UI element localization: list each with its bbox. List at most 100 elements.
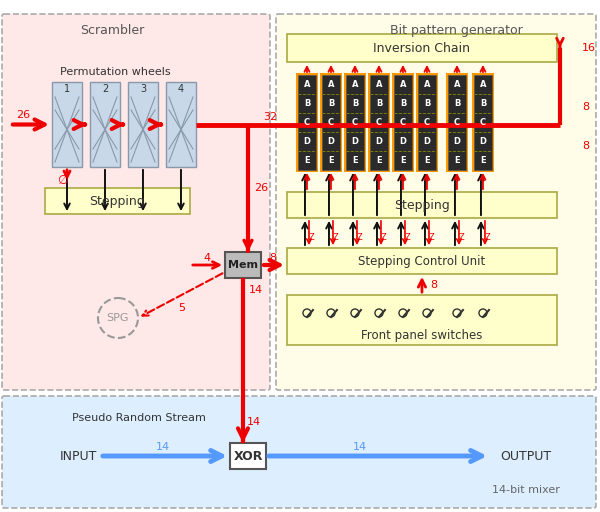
Text: Z: Z [405,232,411,242]
Bar [128,82,158,167]
Text: C: C [454,118,460,127]
Bar [287,192,557,218]
Text: Permutation wheels: Permutation wheels [59,67,170,77]
Text: 8: 8 [269,253,277,263]
Bar [322,75,340,170]
Text: C: C [304,118,310,127]
Text: B: B [480,99,486,108]
Bar [472,73,494,172]
Bar [298,75,316,170]
Text: 14: 14 [249,285,263,295]
Text: Scrambler: Scrambler [80,24,144,37]
Text: D: D [424,137,430,146]
Bar [416,73,438,172]
Bar [230,443,266,469]
Text: Z: Z [333,232,339,242]
Text: 8: 8 [582,102,589,112]
Text: Bit pattern generator: Bit pattern generator [390,24,523,37]
Text: Front panel switches: Front panel switches [361,330,482,343]
Bar [90,82,120,167]
Text: 1: 1 [64,84,70,94]
Text: Inversion Chain: Inversion Chain [373,41,470,54]
Text: E: E [376,156,382,165]
Text: Z: Z [459,232,465,242]
Bar [166,82,196,167]
Text: XOR: XOR [233,450,263,462]
Text: 4: 4 [204,253,211,263]
Text: 3: 3 [140,84,146,94]
Bar [225,252,261,278]
Text: 26: 26 [16,111,30,120]
Text: E: E [454,156,460,165]
Text: A: A [480,80,486,89]
Text: B: B [376,99,382,108]
Bar [287,295,557,345]
Bar [418,75,436,170]
Text: Z: Z [309,232,315,242]
Text: SPG: SPG [107,313,129,323]
Text: E: E [304,156,310,165]
Text: Z: Z [485,232,491,242]
Text: 14: 14 [156,442,170,452]
Text: A: A [328,80,334,89]
Bar [45,188,190,214]
Bar [368,73,390,172]
Text: B: B [400,99,406,108]
Text: D: D [479,137,487,146]
Text: D: D [454,137,460,146]
Text: D: D [376,137,382,146]
Text: D: D [352,137,358,146]
Bar [52,82,82,167]
Text: E: E [352,156,358,165]
Text: C: C [424,118,430,127]
Text: Stepping: Stepping [89,195,145,207]
Text: 14: 14 [247,417,261,427]
Text: 14: 14 [353,442,367,452]
Text: A: A [376,80,382,89]
Bar [370,75,388,170]
FancyBboxPatch shape [2,396,596,508]
Text: E: E [424,156,430,165]
Text: Z: Z [357,232,363,242]
Bar [287,248,557,274]
Text: D: D [400,137,406,146]
Text: D: D [304,137,310,146]
FancyBboxPatch shape [276,14,596,390]
Bar [320,73,342,172]
Text: Z: Z [429,232,435,242]
Bar [448,75,466,170]
Text: C: C [400,118,406,127]
Text: Pseudo Random Stream: Pseudo Random Stream [72,413,206,423]
Text: A: A [424,80,430,89]
FancyBboxPatch shape [2,14,270,390]
Text: 16: 16 [582,43,596,53]
Text: E: E [328,156,334,165]
Text: 2: 2 [102,84,108,94]
Text: INPUT: INPUT [60,450,97,462]
Text: 14-bit mixer: 14-bit mixer [492,485,560,495]
Text: C: C [352,118,358,127]
Text: E: E [480,156,486,165]
Bar [296,73,318,172]
Text: B: B [328,99,334,108]
Text: 5: 5 [178,303,185,313]
Text: C: C [328,118,334,127]
Text: 4: 4 [178,84,184,94]
Text: Z: Z [381,232,387,242]
Bar [394,75,412,170]
Text: A: A [454,80,460,89]
Bar [474,75,492,170]
Bar [392,73,414,172]
Text: B: B [352,99,358,108]
Text: 8: 8 [582,141,589,152]
Text: Stepping Control Unit: Stepping Control Unit [358,254,485,267]
Text: ∅: ∅ [57,175,68,187]
Text: B: B [304,99,310,108]
Text: B: B [454,99,460,108]
Text: OUTPUT: OUTPUT [500,450,551,462]
Bar [287,34,557,62]
Text: A: A [352,80,358,89]
Text: 26: 26 [254,183,268,193]
Text: A: A [304,80,310,89]
Text: D: D [328,137,334,146]
